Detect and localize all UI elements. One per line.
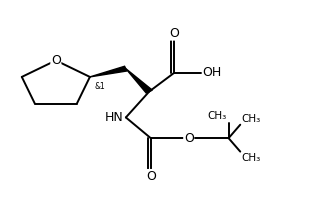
Text: CH₃: CH₃ <box>242 114 261 124</box>
Text: O: O <box>184 132 194 145</box>
Polygon shape <box>126 69 152 93</box>
Text: O: O <box>169 27 179 40</box>
Text: CH₃: CH₃ <box>242 153 261 163</box>
Text: OH: OH <box>202 66 221 79</box>
Text: O: O <box>146 170 156 182</box>
Text: &1: &1 <box>95 82 105 91</box>
Text: HN: HN <box>105 111 123 124</box>
Text: O: O <box>51 54 61 67</box>
Polygon shape <box>90 66 127 77</box>
Text: CH₃: CH₃ <box>208 111 227 121</box>
